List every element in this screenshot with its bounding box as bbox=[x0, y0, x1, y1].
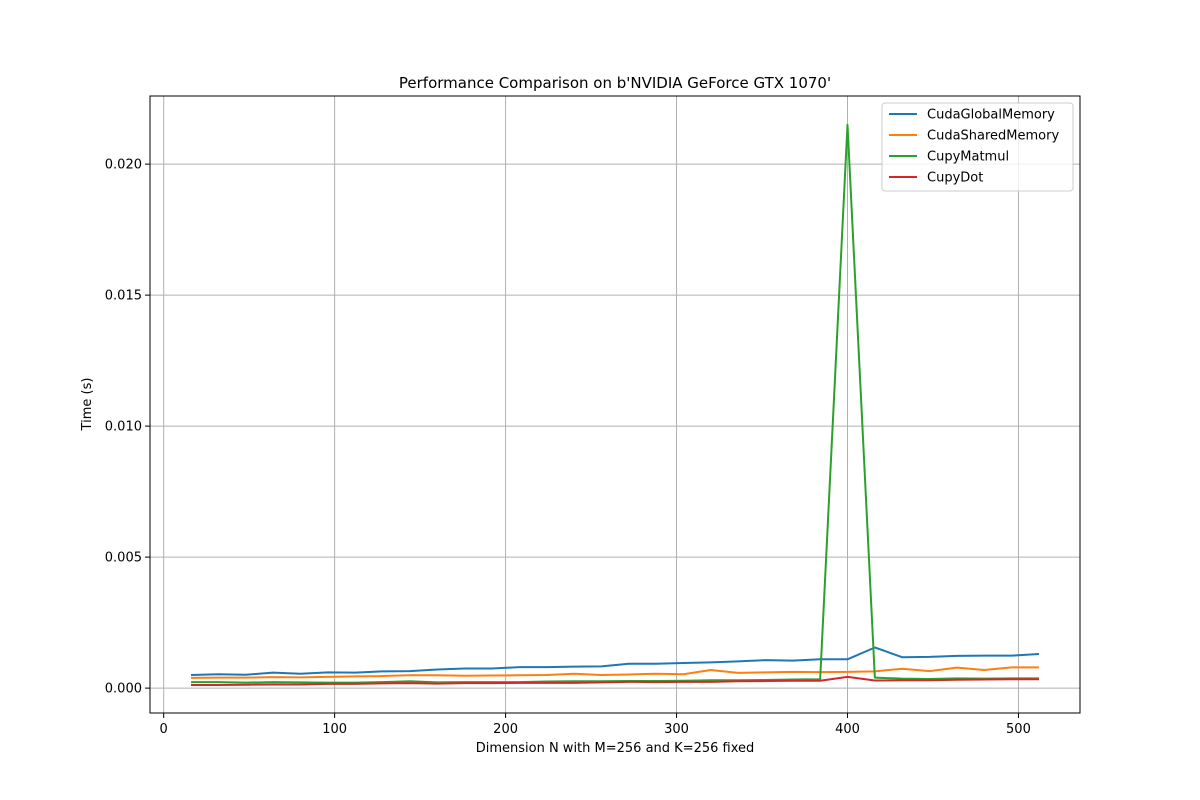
y-tick-label: 0.020 bbox=[105, 158, 142, 173]
y-tick-label: 0.010 bbox=[105, 420, 142, 435]
x-tick-label: 500 bbox=[1006, 722, 1031, 737]
x-tick-label: 100 bbox=[322, 722, 347, 737]
plot-series bbox=[191, 123, 1040, 686]
y-axis-label: Time (s) bbox=[80, 378, 95, 432]
chart-title: Performance Comparison on b'NVIDIA GeFor… bbox=[399, 74, 831, 92]
legend-label: CudaGlobalMemory bbox=[927, 108, 1055, 123]
y-tick-label: 0.000 bbox=[105, 682, 142, 697]
legend-label: CupyDot bbox=[927, 171, 983, 186]
legend: CudaGlobalMemory CudaSharedMemory CupyMatm… bbox=[881, 102, 1074, 192]
x-tick-label: 0 bbox=[160, 722, 168, 737]
legend-label: CudaSharedMemory bbox=[927, 129, 1059, 144]
x-axis-ticks: 0 100 200 300 400 500 bbox=[160, 713, 1031, 737]
y-tick-label: 0.005 bbox=[105, 551, 142, 566]
plot-frame bbox=[149, 95, 1081, 714]
series-line-cuda-shared-memory bbox=[191, 666, 1039, 679]
x-tick-label: 200 bbox=[493, 722, 518, 737]
legend-label: CupyMatmul bbox=[927, 150, 1009, 165]
x-axis-label: Dimension N with M=256 and K=256 fixed bbox=[476, 741, 755, 756]
legend-box bbox=[881, 102, 1074, 192]
series-line-cuda-global-memory bbox=[191, 646, 1040, 677]
y-axis-ticks: 0.000 0.005 0.010 0.015 0.020 bbox=[105, 158, 150, 697]
x-tick-label: 300 bbox=[664, 722, 689, 737]
series-line-cupy-dot bbox=[191, 675, 1039, 686]
x-tick-label: 400 bbox=[835, 722, 860, 737]
y-tick-label: 0.015 bbox=[105, 289, 142, 304]
